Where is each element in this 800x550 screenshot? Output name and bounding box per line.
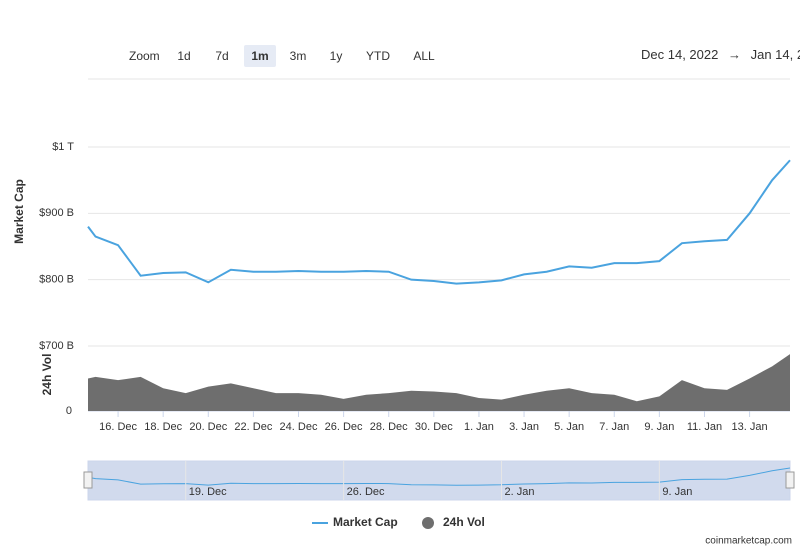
x-tick-label: 18. Dec bbox=[144, 421, 182, 433]
y2-tick-label: 0 bbox=[66, 405, 72, 417]
x-tick-label: 16. Dec bbox=[99, 421, 137, 433]
x-tick-label: 9. Jan bbox=[644, 421, 674, 433]
legend-label[interactable]: Market Cap bbox=[333, 515, 398, 529]
zoom-button-label[interactable]: 1m bbox=[251, 49, 268, 63]
x-tick-label: 13. Jan bbox=[732, 421, 768, 433]
zoom-button[interactable] bbox=[244, 45, 276, 67]
x-tick-label: 20. Dec bbox=[189, 421, 227, 433]
zoom-button[interactable] bbox=[282, 45, 314, 67]
x-tick-label: 26. Dec bbox=[325, 421, 363, 433]
x-tick-label: 5. Jan bbox=[554, 421, 584, 433]
y2-axis-label: 24h Vol bbox=[40, 354, 54, 396]
navigator-label: 2. Jan bbox=[504, 486, 534, 498]
y-tick-label: $700 B bbox=[39, 340, 74, 352]
zoom-button-label[interactable]: 7d bbox=[215, 49, 228, 63]
x-tick-label: 24. Dec bbox=[280, 421, 318, 433]
y-tick-label: $800 B bbox=[39, 274, 74, 286]
zoom-button[interactable] bbox=[358, 45, 398, 67]
y-tick-label: $900 B bbox=[39, 207, 74, 219]
zoom-button-label[interactable]: 1y bbox=[330, 49, 343, 63]
legend-symbol bbox=[422, 517, 434, 529]
y-axis-label: Market Cap bbox=[12, 179, 26, 244]
x-tick-label: 22. Dec bbox=[234, 421, 272, 433]
navigator-handle[interactable] bbox=[785, 471, 795, 489]
zoom-button[interactable] bbox=[168, 45, 200, 67]
volume-area bbox=[88, 354, 790, 411]
credit: coinmarketcap.com bbox=[705, 536, 792, 547]
range-from: Dec 14, 2022 bbox=[641, 47, 718, 62]
zoom-button-label[interactable]: 1d bbox=[177, 49, 190, 63]
x-tick-label: 30. Dec bbox=[415, 421, 453, 433]
zoom-button[interactable] bbox=[206, 45, 238, 67]
y-tick-label: $1 T bbox=[52, 141, 74, 153]
x-tick-label: 7. Jan bbox=[599, 421, 629, 433]
x-tick-label: 1. Jan bbox=[464, 421, 494, 433]
navigator-line bbox=[87, 467, 791, 486]
zoom-button-label[interactable]: ALL bbox=[413, 49, 435, 63]
navigator-label: 9. Jan bbox=[662, 486, 692, 498]
market-cap-line bbox=[87, 159, 791, 285]
x-tick-label: 3. Jan bbox=[509, 421, 539, 433]
zoom-button[interactable] bbox=[320, 45, 352, 67]
zoom-button[interactable] bbox=[404, 45, 444, 67]
navigator-handle[interactable] bbox=[83, 471, 93, 489]
legend-label[interactable]: 24h Vol bbox=[443, 515, 485, 529]
x-tick-label: 28. Dec bbox=[370, 421, 408, 433]
navigator-label: 19. Dec bbox=[189, 486, 227, 498]
x-tick-label: 11. Jan bbox=[687, 421, 722, 433]
zoom-button-label[interactable]: YTD bbox=[366, 49, 390, 63]
range-arrow: → bbox=[728, 47, 741, 62]
navigator-label: 26. Dec bbox=[347, 486, 385, 498]
zoom-label: Zoom bbox=[129, 49, 160, 63]
range: Dec 14, 2022 → Jan 14, 2023 bbox=[641, 47, 800, 62]
zoom-button-label[interactable]: 3m bbox=[290, 49, 307, 63]
range-to: Jan 14, 2023 bbox=[751, 47, 800, 62]
